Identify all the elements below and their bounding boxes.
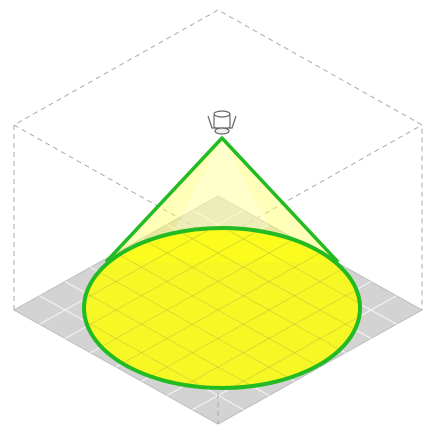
grid-line: [166, 230, 358, 339]
grid-line: [141, 238, 346, 354]
grid-line: [86, 281, 270, 386]
light-footprint: [82, 226, 362, 390]
luminaire-lens: [214, 127, 230, 135]
light-cone: [106, 138, 338, 262]
cone-highlight: [175, 138, 270, 228]
box-back-edges: [13, 9, 423, 310]
grid-line: [115, 252, 321, 368]
grid-line: [90, 238, 295, 354]
luminaire: [207, 110, 237, 135]
grid-line: [86, 230, 270, 339]
grid-line: [90, 266, 295, 382]
grid-line: [115, 252, 321, 368]
grid-line: [192, 230, 358, 325]
grid-line: [192, 295, 358, 386]
footprint-grid: [86, 230, 358, 386]
grid-line: [86, 295, 244, 386]
cone-edges: [104, 136, 340, 264]
grid-line: [86, 230, 244, 325]
luminaire-top: [213, 110, 231, 118]
grid-line: [166, 281, 358, 386]
grid-line: [141, 266, 346, 382]
